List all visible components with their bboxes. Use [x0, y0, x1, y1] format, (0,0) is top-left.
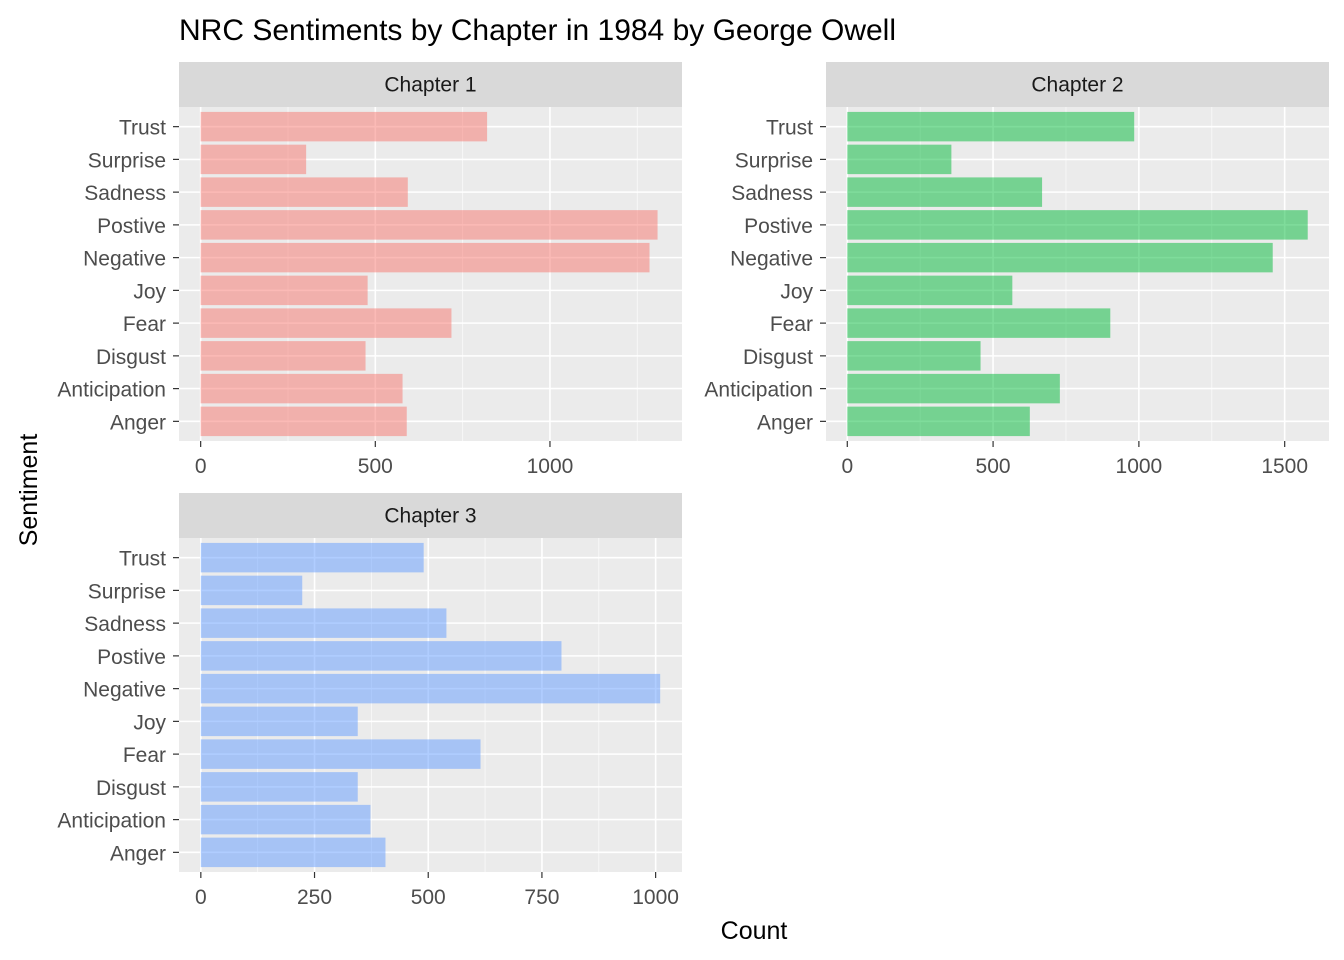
bar-fear — [847, 308, 1111, 338]
facet-strip-label: Chapter 2 — [1031, 74, 1123, 97]
bar-sadness — [200, 608, 447, 638]
facet-strip — [179, 493, 682, 538]
y-tick-label: Trust — [119, 548, 166, 571]
y-tick-label: Disgust — [96, 346, 166, 369]
y-tick-label: Postive — [97, 215, 166, 238]
y-tick-label: Anticipation — [57, 810, 166, 833]
y-tick-label: Fear — [123, 744, 166, 767]
y-tick-label: Postive — [97, 646, 166, 669]
chart-title: NRC Sentiments by Chapter in 1984 by Geo… — [179, 14, 896, 47]
x-tick-label: 1500 — [1261, 455, 1308, 478]
bar-trust — [200, 542, 424, 573]
facet-panel: Chapter 2 Anger Anticipation Disgust Fear Joy… — [704, 62, 1329, 478]
y-tick-label: Disgust — [743, 346, 813, 369]
y-tick-label: Surprise — [88, 149, 166, 172]
y-tick-label: Disgust — [96, 777, 166, 800]
bar-joy — [847, 275, 1013, 306]
bar-disgust — [200, 772, 358, 802]
bar-postive — [847, 210, 1308, 240]
y-tick-label: Trust — [766, 117, 813, 140]
x-tick-label: 0 — [841, 455, 853, 478]
y-tick-label: Sadness — [84, 613, 166, 636]
facet-strip — [179, 62, 682, 107]
facet-panel: Chapter 1 Anger Anticipation Disgust Fear Joy… — [57, 62, 682, 478]
y-tick-label: Anger — [757, 411, 813, 434]
bar-postive — [200, 210, 658, 240]
x-tick-label: 500 — [411, 886, 446, 909]
y-tick-label: Joy — [133, 280, 166, 303]
bar-sadness — [200, 177, 408, 207]
facet-strip-label: Chapter 1 — [384, 74, 476, 97]
x-tick-label: 1000 — [1116, 455, 1163, 478]
bar-negative — [200, 673, 661, 704]
facet-panel: Chapter 3 Anger Anticipation Disgust Fear Joy… — [57, 493, 682, 909]
panels: Chapter 1 Anger Anticipation Disgust Fear Joy… — [57, 62, 1329, 909]
bar-fear — [200, 308, 452, 338]
y-tick-label: Trust — [119, 117, 166, 140]
bar-anticipation — [200, 804, 371, 835]
bar-anticipation — [847, 373, 1060, 404]
y-tick-label: Fear — [123, 313, 166, 336]
bar-anger — [200, 406, 407, 437]
bar-joy — [200, 275, 368, 306]
x-tick-label: 0 — [195, 455, 207, 478]
y-tick-label: Negative — [83, 679, 166, 702]
y-tick-label: Anticipation — [704, 379, 813, 402]
y-tick-label: Fear — [770, 313, 813, 336]
x-tick-label: 750 — [524, 886, 559, 909]
y-tick-label: Anger — [110, 842, 166, 865]
bar-disgust — [847, 341, 981, 371]
bar-surprise — [200, 144, 307, 175]
y-tick-label: Surprise — [88, 580, 166, 603]
bar-sadness — [847, 177, 1043, 207]
y-tick-label: Anticipation — [57, 379, 166, 402]
bar-anger — [200, 837, 386, 868]
x-tick-label: 1000 — [632, 886, 679, 909]
x-tick-label: 500 — [358, 455, 393, 478]
facet-strip-label: Chapter 3 — [384, 505, 476, 528]
y-tick-label: Joy — [133, 711, 166, 734]
bar-anticipation — [200, 373, 403, 404]
x-tick-label: 250 — [297, 886, 332, 909]
bar-disgust — [200, 341, 366, 371]
bar-joy — [200, 706, 358, 737]
y-tick-label: Postive — [744, 215, 813, 238]
bar-surprise — [847, 144, 952, 175]
x-axis-label: Count — [721, 917, 788, 945]
x-tick-label: 500 — [976, 455, 1011, 478]
y-tick-label: Anger — [110, 411, 166, 434]
bar-trust — [200, 111, 488, 142]
y-tick-label: Negative — [730, 248, 813, 271]
y-tick-label: Sadness — [84, 182, 166, 205]
y-tick-label: Surprise — [735, 149, 813, 172]
y-axis-label: Sentiment — [15, 434, 43, 547]
y-tick-label: Negative — [83, 248, 166, 271]
y-tick-label: Sadness — [731, 182, 813, 205]
bar-postive — [200, 641, 562, 671]
bar-surprise — [200, 575, 303, 606]
bar-trust — [847, 111, 1135, 142]
bar-anger — [847, 406, 1030, 437]
y-tick-label: Joy — [780, 280, 813, 303]
x-tick-label: 1000 — [527, 455, 574, 478]
facet-strip — [826, 62, 1329, 107]
x-tick-label: 0 — [195, 886, 207, 909]
bar-negative — [847, 242, 1273, 273]
bar-fear — [200, 739, 481, 769]
bar-negative — [200, 242, 650, 273]
